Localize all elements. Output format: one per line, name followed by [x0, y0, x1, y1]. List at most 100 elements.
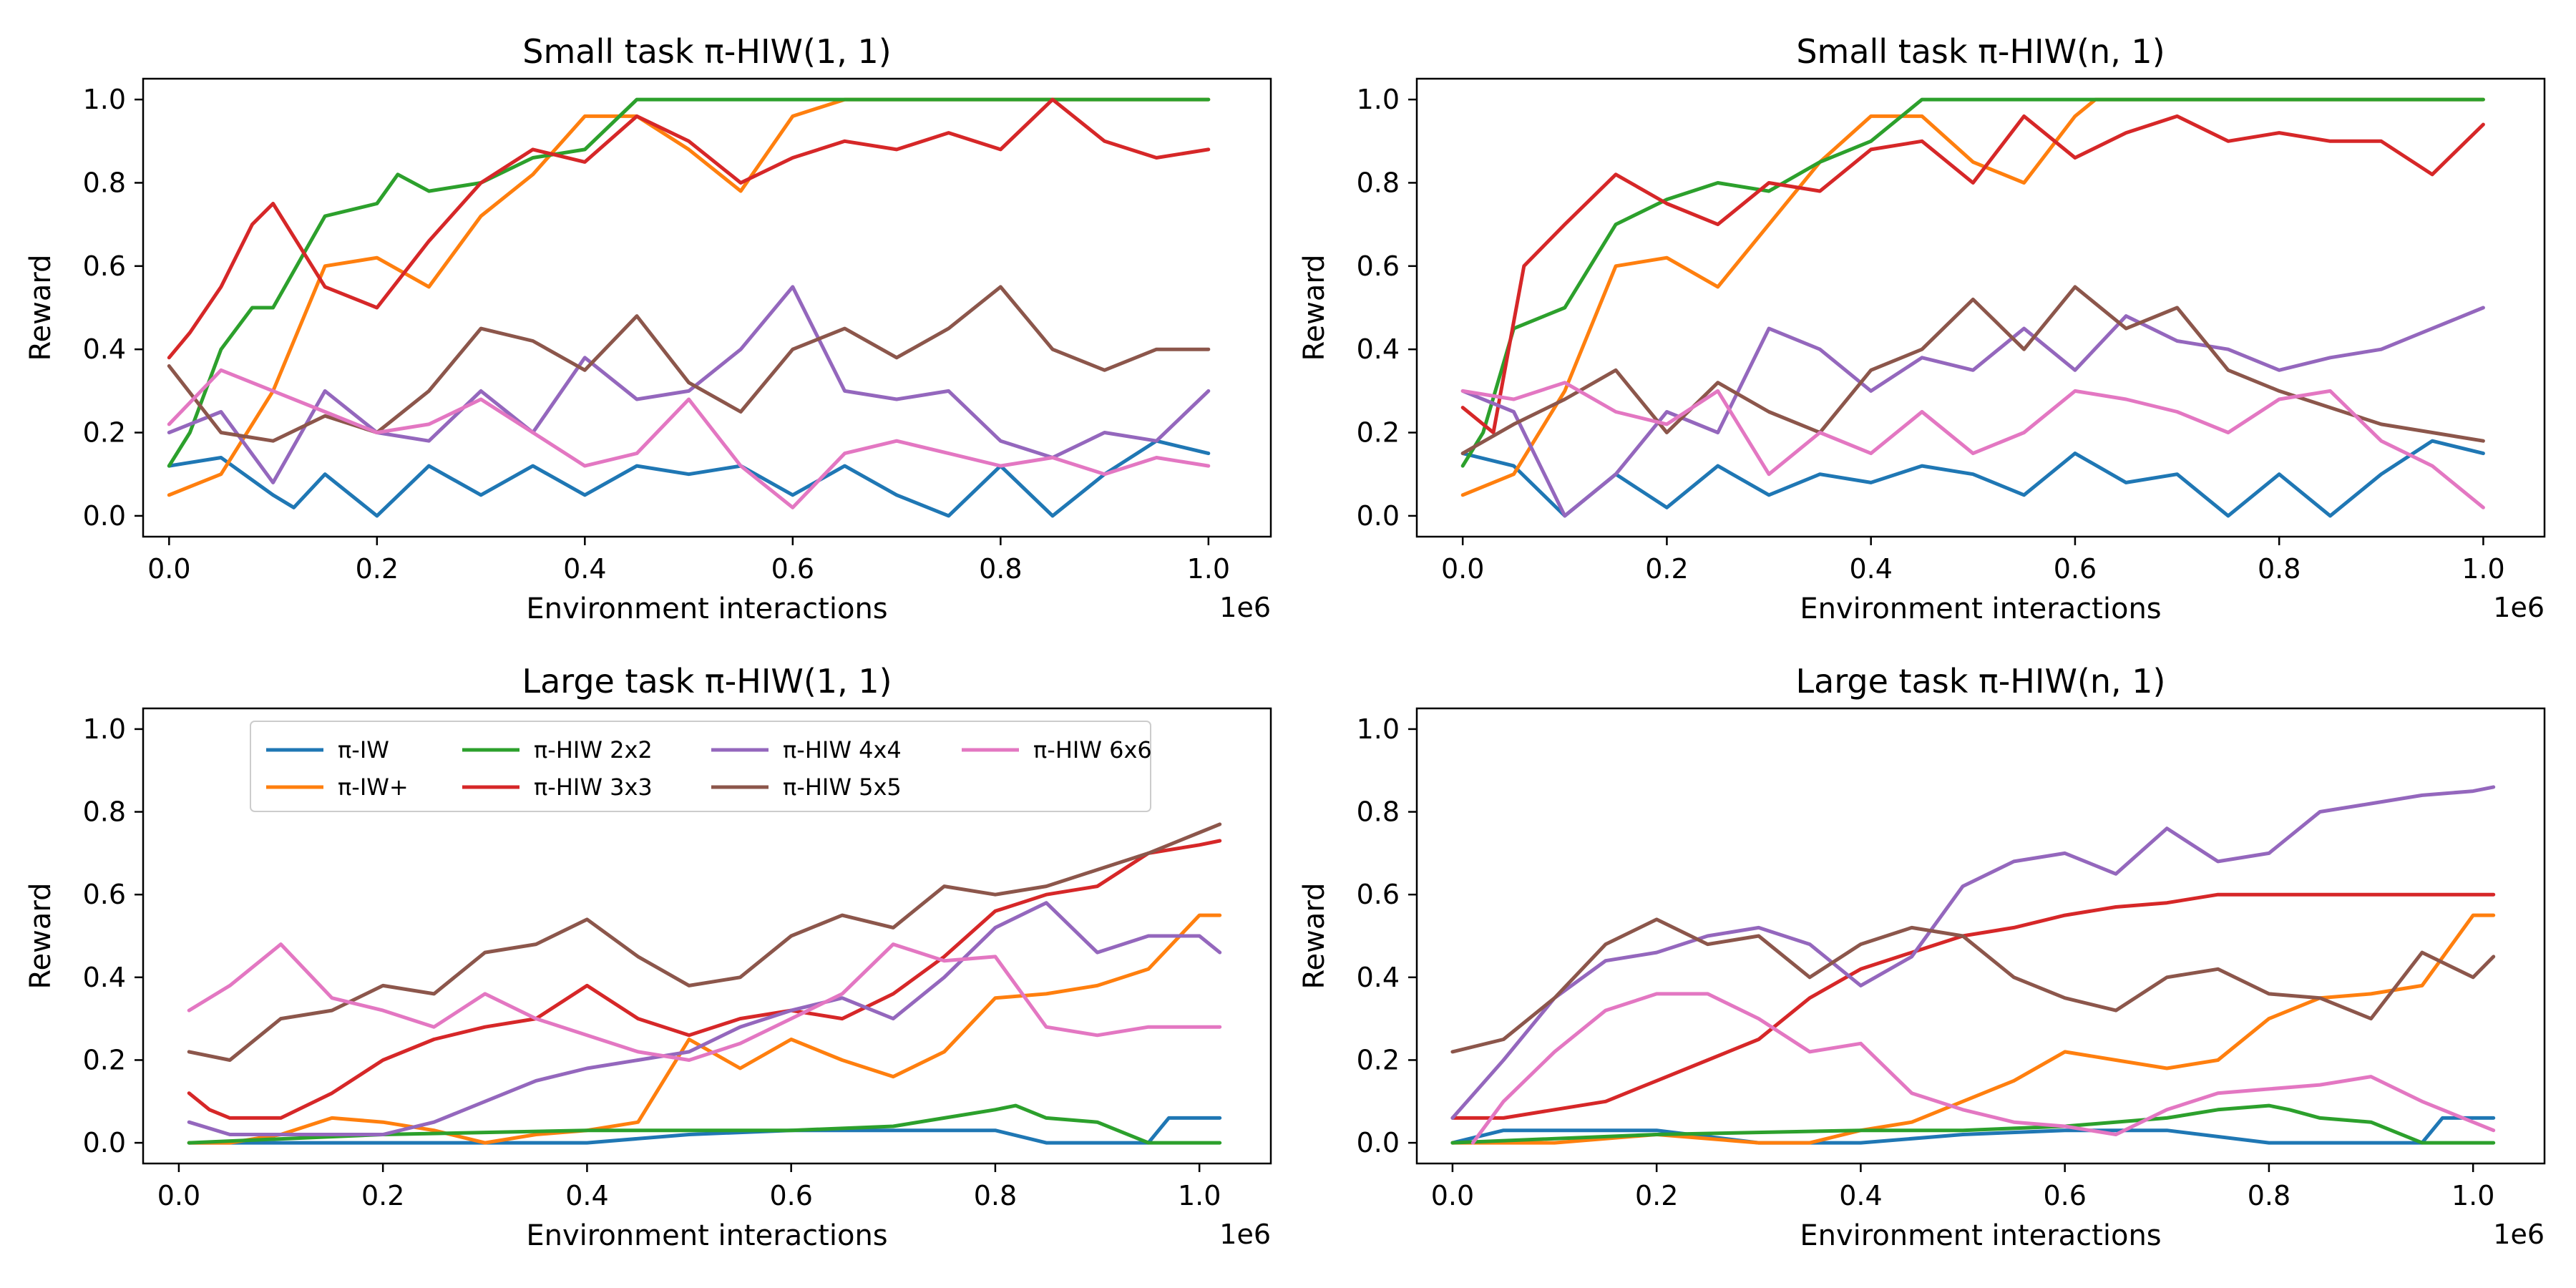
axes-frame	[142, 77, 1272, 538]
series-line-5	[1460, 306, 2485, 518]
series-line-2	[1450, 913, 2496, 1145]
chart-panel-2: 0.0 0.2 0.4 0.6 0.8 1.0 0.0 0.2 0.4 0.6 0.8 1.0 Smal…	[1298, 32, 2546, 625]
series-line-1	[1450, 1116, 2496, 1145]
y-tick-label: 0.2	[1357, 417, 1400, 449]
y-tick-label: 0.0	[1357, 1127, 1400, 1158]
y-tick-label: 0.8	[1357, 796, 1400, 828]
legend-label: π-HIW 4x4	[783, 736, 902, 763]
series-group	[1460, 97, 2485, 518]
x-tick-label: 0.8	[979, 553, 1022, 585]
x-offset-label: 1e6	[1219, 592, 1271, 623]
x-tick-label: 0.6	[2043, 1180, 2086, 1211]
x-tick-label: 0.0	[1441, 553, 1484, 585]
series-line-7	[1460, 381, 2485, 509]
y-tick-label: 0.6	[1357, 250, 1400, 282]
axes-frame	[1415, 707, 2546, 1165]
chart-panel-1: 0.0 0.2 0.4 0.6 0.8 1.0 0.0 0.2 0.4 0.6 0.8 1.0 Smal…	[24, 32, 1272, 625]
x-axis-label: Environment interactions	[526, 592, 887, 625]
y-tick-label: 0.8	[83, 167, 126, 198]
series-line-3	[167, 97, 1211, 468]
x-tick-label: 0.8	[2248, 1180, 2290, 1211]
y-tick-label: 0.4	[83, 962, 126, 993]
series-line-5	[187, 901, 1222, 1136]
series-line-2	[187, 913, 1222, 1145]
y-axis-label: Reward	[24, 255, 57, 361]
series-line-2	[167, 97, 1211, 497]
y-tick-label: 0.0	[83, 500, 126, 532]
y-tick-label: 0.2	[83, 1044, 126, 1075]
axes-frame	[142, 707, 1272, 1165]
x-tick-label: 0.0	[157, 1180, 200, 1211]
series-line-4	[187, 839, 1222, 1120]
x-tick-label: 0.6	[771, 553, 814, 585]
legend-label: π-HIW 3x3	[534, 774, 653, 801]
y-axis-label: Reward	[1298, 255, 1331, 361]
y-tick-label: 0.6	[1357, 879, 1400, 910]
legend-label: π-IW	[338, 736, 389, 763]
y-tick-label: 0.8	[1357, 167, 1400, 198]
x-tick-label: 0.6	[2054, 553, 2097, 585]
chart-panel-4: 0.0 0.2 0.4 0.6 0.8 1.0 0.0 0.2 0.4 0.6 0.8 1.0 Larg…	[1298, 662, 2546, 1252]
y-tick-label: 0.6	[83, 879, 126, 910]
x-axis-label: Environment interactions	[1800, 592, 2161, 625]
legend-label: π-IW+	[338, 774, 409, 801]
series-line-6	[187, 822, 1222, 1062]
series-line-3	[187, 1103, 1222, 1145]
y-tick-label: 0.0	[1357, 500, 1400, 532]
series-line-6	[167, 285, 1211, 443]
y-tick-label: 1.0	[1357, 713, 1400, 745]
x-tick-label: 0.0	[147, 553, 190, 585]
legend-label: π-HIW 5x5	[783, 774, 902, 801]
axes-frame	[1415, 77, 2546, 538]
series-group	[167, 97, 1211, 518]
series-line-1	[187, 1116, 1222, 1145]
x-tick-label: 0.4	[1849, 553, 1892, 585]
x-tick-label: 0.2	[361, 1180, 404, 1211]
x-offset-label: 1e6	[2493, 592, 2545, 623]
x-axis-label: Environment interactions	[526, 1219, 887, 1252]
y-tick-label: 0.4	[1357, 962, 1400, 993]
x-tick-label: 0.6	[769, 1180, 812, 1211]
y-tick-label: 0.4	[1357, 333, 1400, 365]
legend: π-IW π-IW+ π-HIW 2x2 π-HIW 3x3 π-HIW 4x4 π-HI…	[250, 721, 1152, 812]
chart-panel-3: 0.0 0.2 0.4 0.6 0.8 1.0 0.0 0.2 0.4 0.6 0.8 1.0 Larg…	[24, 662, 1272, 1252]
series-line-5	[167, 285, 1211, 484]
series-line-5	[1450, 785, 2496, 1120]
y-tick-label: 0.6	[83, 250, 126, 282]
series-line-1	[167, 439, 1211, 518]
series-line-6	[1460, 285, 2485, 456]
x-tick-label: 0.2	[356, 553, 399, 585]
series-line-7	[187, 942, 1222, 1062]
x-axis-label: Environment interactions	[1800, 1219, 2161, 1252]
chart-title: Large task π-HIW(n, 1)	[1796, 662, 2166, 701]
y-tick-label: 0.2	[83, 417, 126, 449]
x-offset-label: 1e6	[1219, 1219, 1271, 1250]
chart-title: Large task π-HIW(1, 1)	[522, 662, 892, 701]
x-offset-label: 1e6	[2493, 1219, 2545, 1250]
x-tick-label: 0.8	[2258, 553, 2301, 585]
x-tick-label: 1.0	[1187, 553, 1230, 585]
y-tick-label: 0.8	[83, 796, 126, 828]
series-line-1	[1460, 439, 2485, 518]
y-axis-label: Reward	[1298, 883, 1331, 990]
series-line-4	[167, 97, 1211, 360]
series-group	[187, 822, 1222, 1145]
series-line-6	[1450, 917, 2496, 1054]
chart-title: Small task π-HIW(1, 1)	[522, 32, 891, 71]
x-tick-label: 1.0	[2462, 553, 2504, 585]
y-tick-label: 1.0	[83, 713, 126, 745]
x-tick-label: 0.4	[565, 1180, 608, 1211]
y-tick-label: 0.2	[1357, 1044, 1400, 1075]
series-line-7	[1470, 992, 2496, 1145]
x-tick-label: 0.4	[1839, 1180, 1882, 1211]
series-line-4	[1450, 892, 2496, 1120]
x-tick-label: 0.2	[1635, 1180, 1678, 1211]
series-line-7	[167, 368, 1211, 509]
x-tick-label: 0.2	[1645, 553, 1688, 585]
series-group	[1450, 785, 2496, 1145]
x-tick-label: 1.0	[1178, 1180, 1221, 1211]
legend-label: π-HIW 2x2	[534, 736, 653, 763]
legend-label: π-HIW 6x6	[1033, 736, 1152, 763]
x-tick-label: 0.8	[974, 1180, 1017, 1211]
